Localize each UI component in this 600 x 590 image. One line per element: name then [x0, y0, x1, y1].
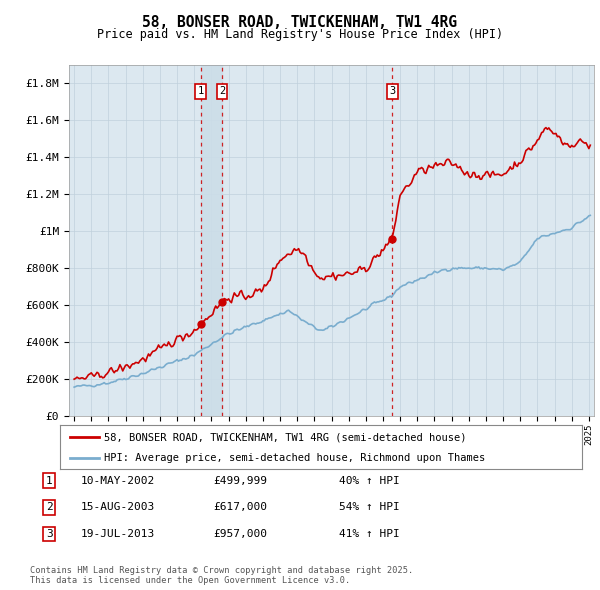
- Text: £499,999: £499,999: [213, 476, 267, 486]
- Text: £957,000: £957,000: [213, 529, 267, 539]
- Bar: [200, 65, 222, 416]
- Text: HPI: Average price, semi-detached house, Richmond upon Thames: HPI: Average price, semi-detached house,…: [104, 454, 485, 463]
- Text: 2: 2: [46, 503, 53, 512]
- Text: £617,000: £617,000: [213, 503, 267, 512]
- Text: 40% ↑ HPI: 40% ↑ HPI: [339, 476, 400, 486]
- Text: 3: 3: [389, 86, 395, 96]
- Text: 3: 3: [46, 529, 53, 539]
- Text: 19-JUL-2013: 19-JUL-2013: [81, 529, 155, 539]
- Text: 1: 1: [46, 476, 53, 486]
- Text: 15-AUG-2003: 15-AUG-2003: [81, 503, 155, 512]
- Text: Contains HM Land Registry data © Crown copyright and database right 2025.
This d: Contains HM Land Registry data © Crown c…: [30, 566, 413, 585]
- Text: 1: 1: [197, 86, 204, 96]
- Text: Price paid vs. HM Land Registry's House Price Index (HPI): Price paid vs. HM Land Registry's House …: [97, 28, 503, 41]
- Text: 10-MAY-2002: 10-MAY-2002: [81, 476, 155, 486]
- Text: 41% ↑ HPI: 41% ↑ HPI: [339, 529, 400, 539]
- Text: 58, BONSER ROAD, TWICKENHAM, TW1 4RG (semi-detached house): 58, BONSER ROAD, TWICKENHAM, TW1 4RG (se…: [104, 432, 467, 442]
- Text: 58, BONSER ROAD, TWICKENHAM, TW1 4RG: 58, BONSER ROAD, TWICKENHAM, TW1 4RG: [143, 15, 458, 30]
- Text: 2: 2: [219, 86, 225, 96]
- Text: 54% ↑ HPI: 54% ↑ HPI: [339, 503, 400, 512]
